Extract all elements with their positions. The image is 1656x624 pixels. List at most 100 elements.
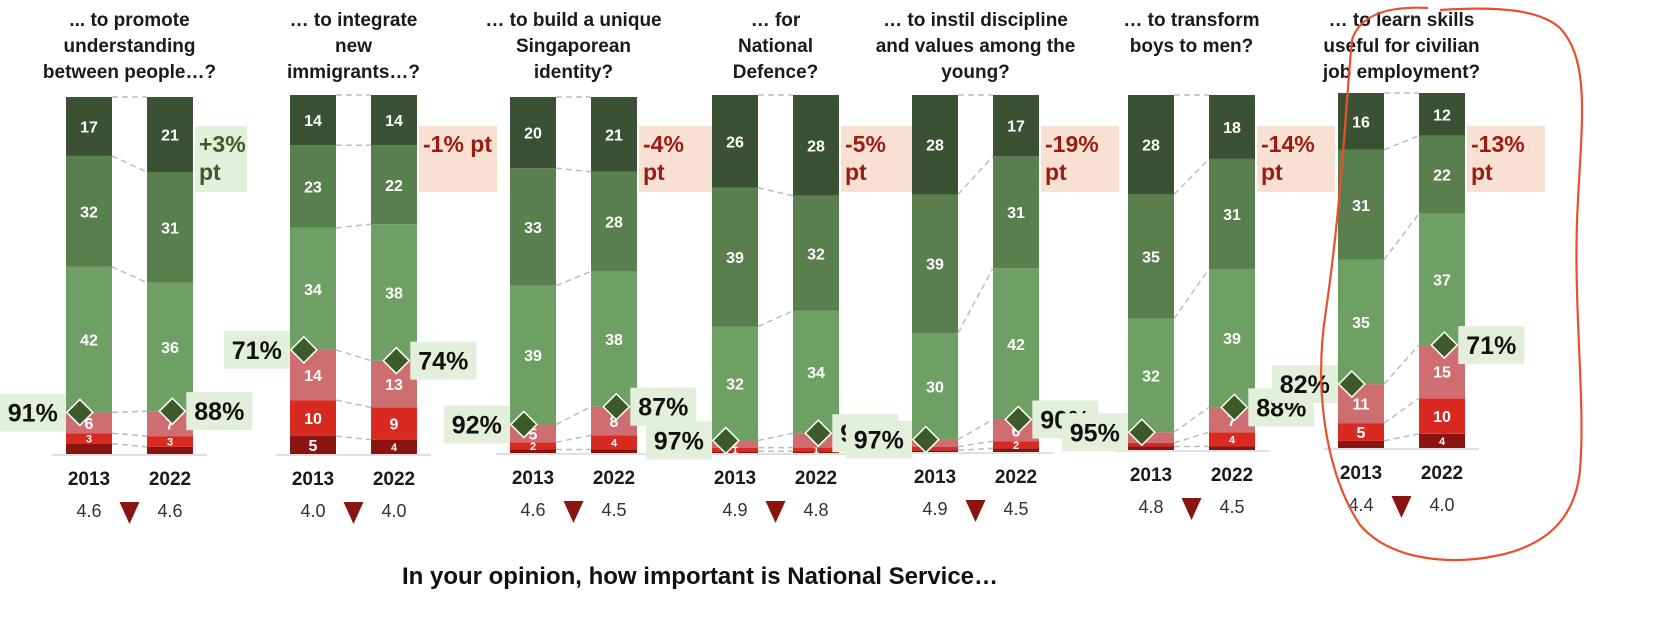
segment-label: 38	[385, 285, 403, 302]
change-value: +3%	[199, 131, 246, 157]
bar-segment	[591, 171, 637, 272]
year-label: 2013	[914, 467, 956, 488]
year-label: 2022	[149, 469, 191, 490]
segment-label: 8	[610, 414, 619, 431]
bar-segment	[510, 97, 556, 169]
bar-segment	[1209, 95, 1255, 159]
bar-segment	[371, 407, 417, 440]
year-label: 2013	[512, 468, 554, 489]
bar-segment	[912, 450, 958, 452]
mean-score: 4.8	[1138, 497, 1163, 517]
group-title: Singaporean	[516, 36, 631, 57]
segment-label: 5	[529, 426, 538, 443]
connector-line	[1173, 158, 1210, 195]
segment-label: 31	[1223, 207, 1241, 224]
important-diamond	[1004, 405, 1033, 434]
group-title: understanding	[64, 36, 196, 57]
year-label: 2013	[1340, 463, 1382, 484]
connector-line	[111, 155, 148, 173]
segment-label: 14	[304, 113, 322, 130]
important-percent: 71%	[1466, 332, 1516, 360]
segment-label: 4	[1229, 434, 1236, 446]
bar-segment	[66, 266, 112, 413]
group-title: National	[738, 36, 813, 57]
pct-label-box	[443, 405, 510, 444]
segment-label: 2	[1013, 440, 1019, 452]
bar-segment	[1128, 318, 1174, 433]
bar-segment	[1209, 446, 1255, 450]
important-percent: 74%	[418, 348, 468, 376]
mean-score: 4.9	[722, 500, 747, 520]
decrease-triangle	[1181, 498, 1202, 520]
segment-label: 42	[80, 333, 98, 350]
segment-label: 22	[385, 178, 403, 195]
bar-segment	[290, 400, 336, 437]
bar-segment	[591, 271, 637, 407]
segment-label: 4	[391, 442, 398, 454]
segment-label: 34	[807, 365, 825, 382]
connector-line	[1383, 134, 1420, 151]
segment-label: 17	[1007, 119, 1025, 136]
bar-segment	[66, 443, 112, 454]
group-title: … to learn skills	[1329, 10, 1475, 31]
group-title: immigrants…?	[287, 62, 420, 83]
connector-line	[757, 310, 794, 328]
bar-segment	[66, 97, 112, 156]
bar-segment	[1128, 194, 1174, 319]
connector-line	[555, 167, 592, 173]
bar-segment	[147, 436, 193, 447]
bar-segment	[793, 310, 839, 434]
segment-label: 23	[304, 180, 322, 197]
connector-line	[111, 442, 148, 448]
segment-label: 32	[1142, 368, 1160, 385]
important-diamond	[1220, 393, 1249, 422]
important-diamond	[158, 397, 187, 426]
segment-label: 34	[304, 282, 322, 299]
segment-label: 16	[1352, 114, 1370, 131]
connector-line	[111, 432, 148, 437]
bar-segment	[371, 439, 417, 454]
bar-segment	[371, 224, 417, 361]
bar-segment	[912, 333, 958, 440]
mean-score: 4.4	[1348, 495, 1373, 515]
group-title: young?	[941, 62, 1010, 83]
pct-label-box	[223, 330, 290, 369]
segment-label: 31	[1007, 205, 1025, 222]
year-label: 2013	[292, 469, 334, 490]
mean-score: 4.0	[1429, 495, 1454, 515]
important-percent: 87%	[638, 394, 688, 422]
mean-score: 4.5	[1003, 499, 1028, 519]
segment-label: 3	[86, 433, 92, 445]
group-title: … to integrate	[290, 10, 418, 31]
pct-label-box	[845, 420, 912, 459]
segment-label: 4	[611, 437, 618, 449]
segment-label: 11	[1353, 397, 1370, 414]
segment-label: 30	[926, 379, 944, 396]
decrease-triangle	[563, 501, 584, 523]
segment-label: 3	[167, 437, 173, 449]
bar-segment	[993, 268, 1039, 420]
bar-segment	[510, 285, 556, 425]
segment-label: 28	[1142, 138, 1160, 155]
bar-segment	[591, 97, 637, 172]
change-box	[1257, 126, 1335, 192]
connector-line	[111, 266, 148, 284]
decrease-triangle	[343, 502, 364, 524]
bar-segment	[66, 433, 112, 444]
bar-segment	[993, 95, 1039, 157]
segment-label: 15	[1433, 365, 1451, 382]
bar-segment	[712, 326, 758, 441]
bar-segment	[1338, 149, 1384, 260]
bar-segment	[1419, 398, 1465, 434]
important-diamond	[1337, 370, 1366, 399]
important-diamond	[289, 335, 318, 364]
connector-line	[335, 349, 372, 362]
change-box	[1467, 126, 1545, 192]
segment-label: 6	[1012, 423, 1021, 440]
year-label: 2022	[795, 468, 837, 489]
connector-line	[957, 267, 994, 334]
decrease-triangle	[1391, 496, 1412, 518]
segment-label: 31	[161, 220, 179, 237]
connector-line	[1383, 397, 1420, 424]
segment-label: 14	[385, 113, 403, 130]
